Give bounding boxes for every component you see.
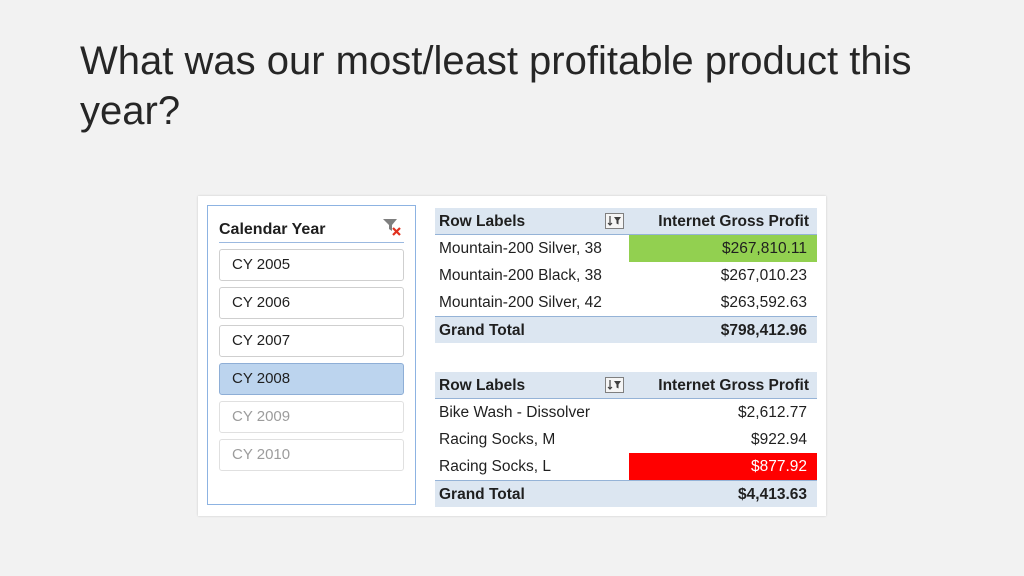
- row-labels-header: Row Labels: [439, 377, 526, 394]
- row-value: $263,592.63: [720, 294, 807, 311]
- row-value: $267,010.23: [720, 267, 807, 284]
- excel-screenshot: Calendar Year CY 2005 CY 2006 CY 2007 CY…: [198, 196, 826, 516]
- clear-filter-icon[interactable]: [382, 217, 402, 237]
- row-label: Mountain-200 Silver, 42: [439, 294, 602, 311]
- table-row: Bike Wash - Dissolver $2,612.77: [435, 399, 817, 426]
- row-value: $267,810.11: [629, 235, 817, 262]
- row-label: Bike Wash - Dissolver: [439, 404, 591, 421]
- grand-total-label: Grand Total: [439, 486, 525, 503]
- slicer-title: Calendar Year: [219, 221, 326, 238]
- slide-title: What was our most/least profitable produ…: [80, 39, 912, 133]
- slicer-item-cy-2005[interactable]: CY 2005: [219, 249, 404, 281]
- grand-total-label: Grand Total: [439, 322, 525, 339]
- calendar-year-slicer: Calendar Year CY 2005 CY 2006 CY 2007 CY…: [207, 205, 416, 505]
- grand-total-value: $798,412.96: [720, 322, 807, 339]
- table-row: Mountain-200 Black, 38 $267,010.23: [435, 262, 817, 289]
- grand-total-row: Grand Total $4,413.63: [435, 480, 817, 507]
- slicer-item-cy-2007[interactable]: CY 2007: [219, 325, 404, 357]
- least-profitable-pivot-table: Row Labels Internet Gross Profit Bike Wa…: [435, 372, 817, 507]
- grand-total-value: $4,413.63: [738, 486, 807, 503]
- row-label: Mountain-200 Silver, 38: [439, 240, 602, 257]
- table-row: Mountain-200 Silver, 42 $263,592.63: [435, 289, 817, 316]
- sort-filter-icon[interactable]: [605, 213, 624, 229]
- pivot-header-row: Row Labels Internet Gross Profit: [435, 208, 817, 235]
- slicer-item-cy-2009[interactable]: CY 2009: [219, 401, 404, 433]
- value-header: Internet Gross Profit: [658, 377, 809, 394]
- row-labels-header: Row Labels: [439, 213, 526, 230]
- pivot-header-row: Row Labels Internet Gross Profit: [435, 372, 817, 399]
- row-label: Mountain-200 Black, 38: [439, 267, 602, 284]
- grand-total-row: Grand Total $798,412.96: [435, 316, 817, 343]
- row-label: Racing Socks, M: [439, 431, 556, 448]
- table-row: Racing Socks, L $877.92: [435, 453, 817, 480]
- row-value: $877.92: [629, 453, 817, 480]
- value-header: Internet Gross Profit: [658, 213, 809, 230]
- table-row: Mountain-200 Silver, 38 $267,810.11: [435, 235, 817, 262]
- table-row: Racing Socks, M $922.94: [435, 426, 817, 453]
- row-label: Racing Socks, L: [439, 458, 551, 475]
- slicer-item-cy-2010[interactable]: CY 2010: [219, 439, 404, 471]
- row-value: $2,612.77: [738, 404, 807, 421]
- slicer-items: CY 2005 CY 2006 CY 2007 CY 2008 CY 2009 …: [219, 249, 404, 477]
- slicer-item-cy-2008[interactable]: CY 2008: [219, 363, 404, 395]
- slicer-item-cy-2006[interactable]: CY 2006: [219, 287, 404, 319]
- row-value: $922.94: [750, 431, 807, 448]
- sort-filter-icon[interactable]: [605, 377, 624, 393]
- most-profitable-pivot-table: Row Labels Internet Gross Profit Mountai…: [435, 208, 817, 343]
- slicer-header: Calendar Year: [219, 214, 404, 243]
